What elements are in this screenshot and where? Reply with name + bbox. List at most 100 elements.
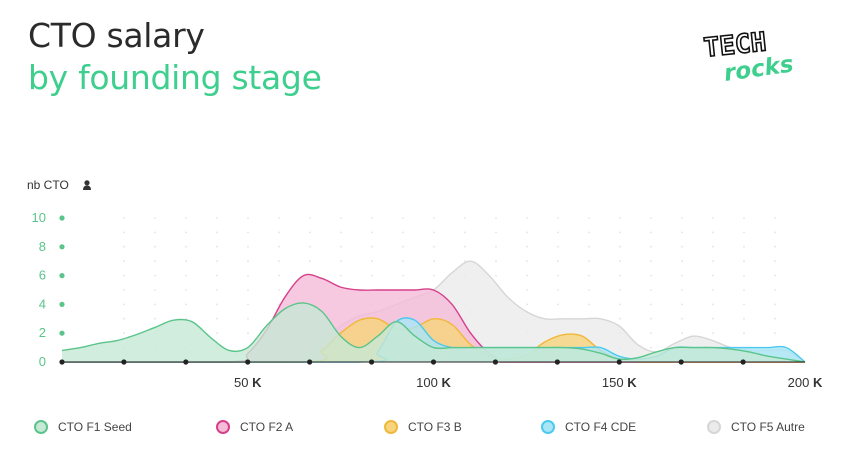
grid-dot	[681, 303, 683, 306]
x-axis-dot	[368, 359, 375, 365]
x-axis-dot	[430, 359, 437, 365]
grid-dot	[526, 303, 528, 306]
x-axis-dot	[554, 359, 560, 365]
legend-label: CTO F3 B	[408, 420, 462, 434]
grid-dot	[588, 303, 590, 306]
grid-dot	[774, 332, 776, 335]
grid-dot	[774, 260, 776, 263]
grid-dot	[185, 231, 187, 234]
grid-dot	[185, 274, 187, 277]
grid-dot	[402, 231, 404, 234]
grid-dot	[557, 231, 559, 234]
grid-dot	[433, 217, 435, 219]
grid-dot	[123, 231, 125, 234]
grid-dot	[743, 303, 745, 306]
grid-dot	[712, 274, 714, 277]
y-tick-label: 0	[39, 354, 46, 369]
grid-dot	[588, 217, 590, 219]
grid-dot	[154, 274, 156, 277]
grid-dot	[774, 303, 776, 306]
grid-dot	[743, 231, 745, 234]
grid-dot	[650, 317, 652, 320]
grid-dot	[371, 231, 373, 234]
grid-dot	[154, 303, 156, 306]
grid-dot	[247, 317, 249, 320]
grid-dot	[247, 274, 249, 277]
grid-dot	[650, 217, 652, 219]
y-tick-dot	[59, 301, 65, 307]
y-tick-dot	[59, 244, 65, 250]
x-axis: 50 K 100 K 150 K 200 K	[59, 359, 823, 390]
grid-dot	[619, 274, 621, 277]
y-tick-label: 6	[39, 268, 46, 283]
grid-dot	[185, 245, 187, 248]
grid-dot	[557, 289, 559, 291]
x-axis-dot	[678, 359, 684, 365]
x-axis-dot	[183, 359, 189, 365]
legend-swatch	[384, 420, 398, 434]
grid-dot	[743, 289, 745, 291]
chart-title: CTO salary	[28, 16, 205, 55]
y-tick-label: 2	[39, 325, 46, 340]
y-axis: 0 2 4 6 8 10	[32, 210, 65, 369]
grid-dot	[123, 274, 125, 277]
grid-dot	[123, 303, 125, 306]
y-tick-dot	[59, 330, 65, 336]
legend-swatch	[541, 420, 555, 434]
legend-label: CTO F5 Autre	[731, 420, 805, 434]
grid-dot	[619, 303, 621, 306]
person-icon	[83, 180, 91, 190]
grid-dot	[619, 231, 621, 234]
grid-dot	[650, 231, 652, 234]
grid-dot	[123, 317, 125, 320]
grid-dot	[495, 274, 497, 277]
grid-dot	[154, 317, 156, 320]
x-tick-label: 200 K	[788, 375, 823, 390]
grid-dot	[588, 260, 590, 263]
grid-dot	[712, 245, 714, 248]
grid-dot	[774, 289, 776, 291]
grid-dot	[123, 332, 125, 335]
grid-dot	[774, 217, 776, 219]
y-tick-label: 4	[39, 296, 46, 311]
grid-dot	[495, 217, 497, 219]
grid-dot	[247, 245, 249, 248]
legend-item-cto-f3-b: CTO F3 B	[384, 416, 462, 438]
grid-dot	[743, 245, 745, 248]
grid-dot	[650, 260, 652, 263]
grid-dot	[650, 274, 652, 277]
y-tick-dot	[59, 273, 65, 279]
grid-dot	[464, 217, 466, 219]
grid-dot	[340, 231, 342, 234]
grid-dot	[774, 317, 776, 320]
x-axis-dot	[740, 359, 746, 365]
grid-dot	[340, 260, 342, 263]
grid-dot	[774, 231, 776, 234]
grid-dot	[402, 260, 404, 263]
grid-dot	[650, 245, 652, 248]
grid-dot	[526, 260, 528, 263]
series-areas	[61, 260, 806, 363]
legend-item-cto-f1-seed: CTO F1 Seed	[34, 416, 132, 438]
grid-dot	[464, 231, 466, 234]
grid-dot	[154, 289, 156, 291]
grid-dot	[402, 217, 404, 219]
grid-dot	[681, 317, 683, 320]
grid-dot	[619, 260, 621, 263]
grid-dot	[371, 217, 373, 219]
grid-dot	[402, 245, 404, 248]
y-tick-label: 8	[39, 239, 46, 254]
grid-dot	[743, 274, 745, 277]
grid-dot	[712, 332, 714, 335]
grid-dot	[743, 260, 745, 263]
y-tick-label: 10	[32, 210, 46, 225]
grid-dot	[712, 303, 714, 306]
grid-dot	[278, 231, 280, 234]
grid-dot	[154, 217, 156, 219]
y-axis-label: nb CTO	[27, 178, 69, 192]
grid-dot	[247, 332, 249, 335]
grid-dot	[526, 245, 528, 248]
grid-dot	[402, 274, 404, 277]
grid-dot	[588, 274, 590, 277]
